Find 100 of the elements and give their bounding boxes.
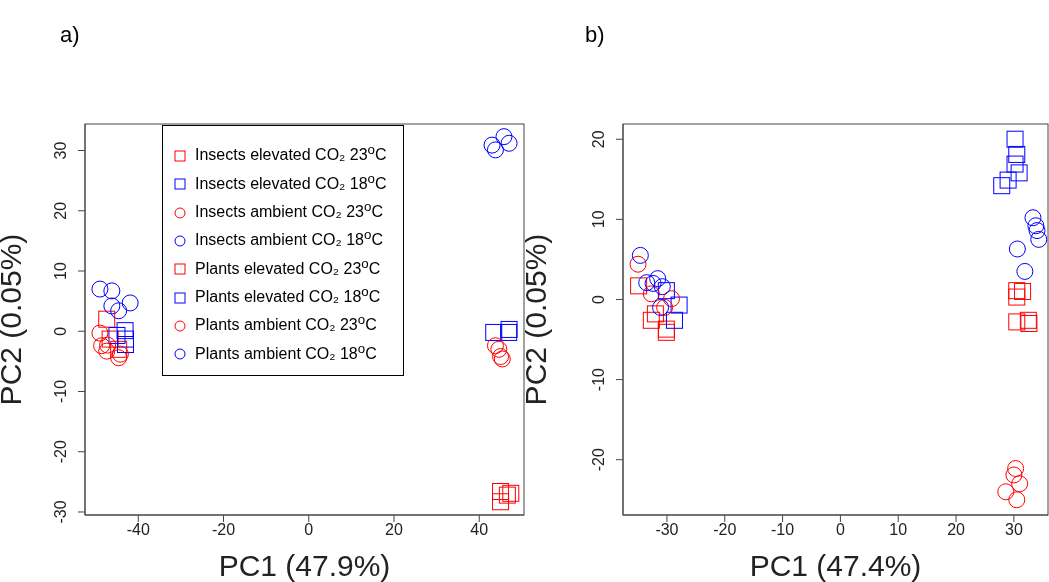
- point: [110, 340, 128, 358]
- point: [1008, 145, 1026, 163]
- point: [116, 322, 134, 340]
- point: [665, 311, 683, 329]
- point: [111, 345, 129, 363]
- point: [101, 330, 119, 348]
- legend-label: Plants ambient CO₂ 23$^{o}$C: [195, 311, 377, 334]
- x-axis-title: PC1 (47.9%): [218, 549, 391, 582]
- x-tick-label: 20: [385, 521, 403, 539]
- point: [492, 483, 510, 500]
- point: [502, 484, 520, 502]
- point: [657, 282, 675, 300]
- point: [1006, 155, 1024, 173]
- point: [1008, 240, 1026, 258]
- y-tick-label: 30: [52, 141, 69, 160]
- point: [1014, 282, 1032, 300]
- y-tick-label: 20: [52, 201, 69, 220]
- x-tick-label: -20: [713, 521, 737, 539]
- point: [642, 285, 660, 303]
- point: [498, 486, 516, 504]
- x-axis-title: PC1 (47.4%): [749, 549, 922, 582]
- point: [1008, 288, 1026, 306]
- legend-label: Plants ambient CO₂ 18$^{o}$C: [195, 340, 377, 362]
- x-tick-label: -10: [771, 521, 795, 539]
- point: [103, 282, 121, 300]
- point: [110, 349, 128, 367]
- point: [1011, 475, 1029, 493]
- point: [1016, 262, 1034, 280]
- chart-title: b): [585, 22, 605, 48]
- point: [652, 298, 670, 316]
- point: [98, 342, 116, 360]
- legend-label: Insects ambient CO₂ 23$^{o}$C: [195, 198, 383, 220]
- point: [99, 336, 117, 354]
- point: [98, 310, 116, 328]
- point: [630, 277, 648, 295]
- point: [1019, 311, 1037, 329]
- point: [1008, 313, 1026, 331]
- legend-label: Plants elevated CO₂ 23$^{o}$C: [195, 255, 381, 277]
- point: [649, 270, 667, 288]
- y-tick-label: -30: [52, 500, 69, 524]
- x-tick-label: 10: [889, 521, 908, 539]
- y-tick-label: -20: [52, 440, 69, 464]
- point: [500, 134, 518, 152]
- point: [110, 302, 128, 320]
- point: [121, 294, 139, 312]
- point: [486, 337, 504, 355]
- point: [1006, 130, 1024, 148]
- x-tick-label: -40: [126, 521, 150, 539]
- x-tick-label: 40: [470, 521, 489, 539]
- x-tick-label: 0: [835, 521, 845, 539]
- point: [486, 141, 504, 159]
- point: [1020, 315, 1038, 333]
- point: [91, 280, 109, 298]
- point: [631, 246, 649, 264]
- x-tick-label: 30: [1004, 521, 1023, 539]
- point: [993, 177, 1011, 195]
- point: [1028, 222, 1046, 240]
- point: [646, 305, 664, 323]
- point: [103, 297, 121, 315]
- legend-label: Insects elevated CO₂ 23$^{o}$C: [195, 142, 387, 164]
- point: [93, 337, 111, 355]
- point: [653, 278, 671, 296]
- legend-label: Plants elevated CO₂ 18$^{o}$C: [195, 283, 381, 305]
- x-tick-label: -30: [655, 521, 679, 539]
- point: [663, 290, 681, 308]
- point: [490, 340, 508, 358]
- point: [1030, 230, 1048, 248]
- point: [638, 274, 656, 292]
- point: [483, 136, 501, 154]
- legend-label: Insects elevated CO₂ 18$^{o}$C: [195, 170, 387, 192]
- point: [644, 274, 662, 292]
- point: [1010, 164, 1028, 182]
- point: [656, 298, 674, 316]
- point: [1024, 209, 1042, 227]
- point: [108, 326, 126, 344]
- y-tick-label: 0: [590, 294, 607, 304]
- point: [492, 493, 510, 511]
- point: [1005, 466, 1023, 484]
- point: [999, 171, 1017, 189]
- y-tick-label: 10: [590, 210, 607, 229]
- point: [629, 255, 647, 273]
- point: [670, 296, 688, 314]
- x-tick-label: 20: [947, 521, 966, 539]
- y-tick-label: -20: [590, 448, 607, 472]
- y-tick-label: -10: [52, 379, 69, 404]
- point: [642, 311, 660, 329]
- point: [1008, 491, 1026, 509]
- x-tick-label: -20: [211, 521, 236, 539]
- y-tick-label: -10: [590, 367, 607, 392]
- point: [485, 323, 503, 341]
- point: [91, 324, 109, 342]
- y-tick-label: 10: [52, 262, 69, 280]
- point: [1027, 217, 1045, 235]
- point: [495, 128, 513, 146]
- chart-title: a): [60, 22, 80, 48]
- y-tick-label: 0: [52, 326, 69, 336]
- y-tick-label: 20: [590, 130, 607, 149]
- legend-label: Insects ambient CO₂ 18$^{o}$C: [195, 226, 383, 249]
- point: [1007, 460, 1025, 478]
- point: [997, 483, 1015, 501]
